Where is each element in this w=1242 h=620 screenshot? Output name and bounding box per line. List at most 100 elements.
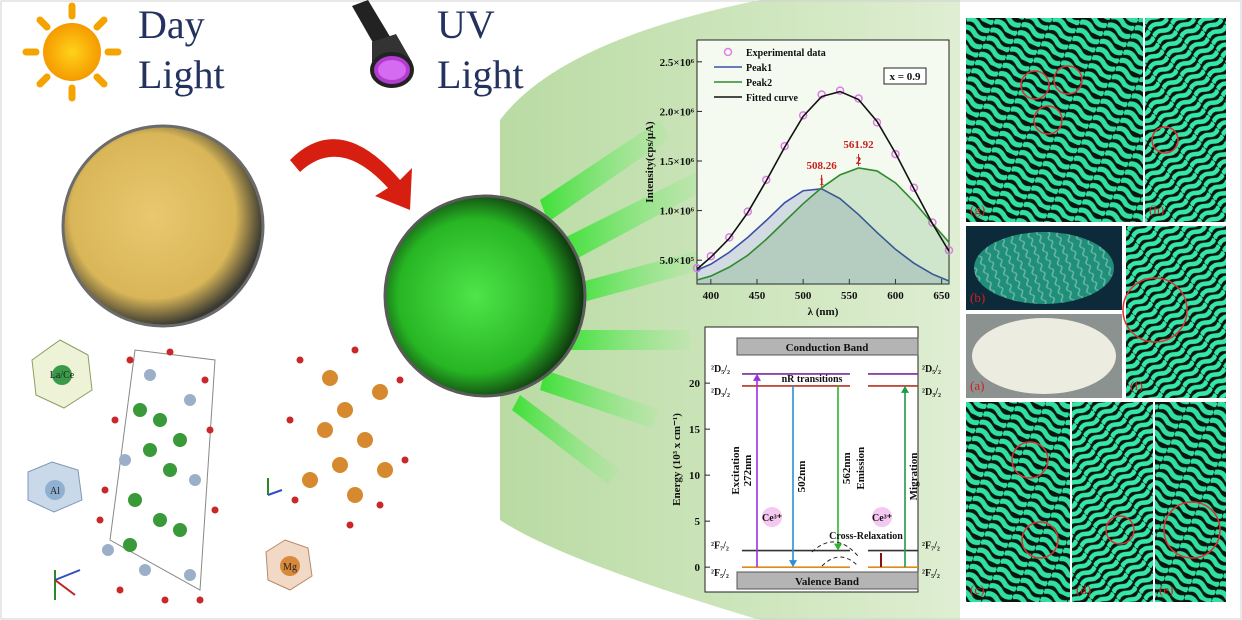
structure-label: La/Ce [50,370,75,381]
y-axis-label: Intensity(cps/μA) [644,121,656,203]
data-point [780,141,789,151]
y-tick-label: 5.0×10⁵ [660,255,695,267]
y-tick-label: 20 [689,378,701,390]
peak-label: 508.26 [806,160,837,172]
band-label: Valence Band [795,576,859,588]
energy-plot-area [704,326,919,593]
uv-light-text: UV [437,2,495,47]
panel-label: (a) [970,378,984,393]
uv-light-text: Light [437,52,524,97]
ion-badge [762,507,782,527]
panel-label: (g) [970,202,985,217]
y-tick-label: 15 [689,424,701,436]
data-point [798,111,808,120]
uv-flashlight-icon [352,0,414,88]
legend-label: Fitted curve [746,93,798,104]
uv-powder [383,194,587,398]
level-label: ²D₃/₂ [922,387,941,398]
data-point [835,86,845,95]
panel-label: (f) [1130,378,1143,393]
legend-label: Peak2 [746,78,772,89]
minutiae-circle [1020,70,1050,100]
fingerprint-image [1126,226,1226,398]
transition-label: Migration [908,453,920,501]
y-tick-label: 10 [689,470,701,482]
data-point [743,207,753,216]
data-point [944,246,954,255]
band [736,337,919,356]
legend-label: Experimental data [746,48,826,59]
y-tick-label: 2.0×10⁶ [660,106,695,118]
structure-label: Al [50,486,60,497]
legend-label: Peak1 [746,63,772,74]
annotation: Ce³⁺ [872,513,892,524]
data-point [817,90,826,99]
arrow-head [753,373,761,381]
arrow-head [789,560,797,568]
annotation: Ce³⁺ [762,513,782,524]
annotation-box [883,67,927,85]
fingerprint-image [1145,18,1226,222]
peak-number: 1 [819,176,825,188]
transition-label: Emission [855,447,867,490]
minutiae-circle [1011,441,1049,479]
red-arrow [290,139,412,210]
y-tick-label: 2.5×10⁶ [660,57,695,69]
x-axis-label: λ (nm) [808,306,839,318]
data-point [891,149,900,159]
panel-label: (c) [970,582,984,597]
cross-relaxation-arc [821,556,859,567]
x-tick-label: 550 [841,290,858,302]
data-point [909,183,919,193]
arrow-head [834,543,842,551]
data-point [725,233,734,242]
daylight-powder [61,124,265,328]
y-tick-label: 0 [695,562,701,574]
x-tick-label: 450 [749,290,766,302]
level-label: ²F₇/₂ [711,541,729,552]
fingerprint-oval [972,318,1116,394]
level-label: ²F₇/₂ [922,541,940,552]
x-tick-label: 400 [703,290,720,302]
day-light-text: Day [138,2,205,47]
ion-badge [872,507,892,527]
green-rays [512,120,705,484]
level-label: ²F₅/₂ [922,568,940,579]
minutiae-circle [1053,65,1083,95]
x-tick-label: 500 [795,290,812,302]
annotation: Cross-Relaxation [829,531,903,542]
minutiae-circle [1021,521,1059,559]
peak-area [697,167,949,284]
fingerprint-image [966,402,1070,602]
fingerprint-image [966,18,1143,222]
level-label: ²F₅/₂ [711,568,729,579]
level-label: ²D₅/₂ [711,364,730,375]
fingerprint-ridges [974,232,1114,304]
fingerprint-image [1072,402,1153,602]
data-point [928,218,937,227]
fingerprint-panels: (g) (h) (b) (f) (a) (c) (d) (e) [966,18,1226,602]
panel-label: (d) [1076,582,1091,597]
x-tick-label: 600 [887,290,904,302]
data-point [872,118,882,127]
level-label: ²D₃/₂ [711,387,730,398]
day-light-text: Light [138,52,225,97]
minutiae-circle [1163,501,1221,559]
minutiae-circle [1151,126,1179,154]
minutiae-circle [1033,105,1063,135]
panel-label: (e) [1159,582,1173,597]
y-tick-label: 1.5×10⁶ [660,156,695,168]
series-line [696,90,950,270]
panel-label: (b) [970,290,985,305]
peak-label: 561.92 [843,139,874,151]
data-point [761,175,771,185]
panel-label: (h) [1149,202,1164,217]
annotation: nR transitions [782,374,843,385]
transition-label: 502nm [796,461,808,493]
x-tick-label: 650 [933,290,950,302]
legend-marker [723,47,733,57]
data-point [706,251,716,261]
peak-area [697,188,949,284]
